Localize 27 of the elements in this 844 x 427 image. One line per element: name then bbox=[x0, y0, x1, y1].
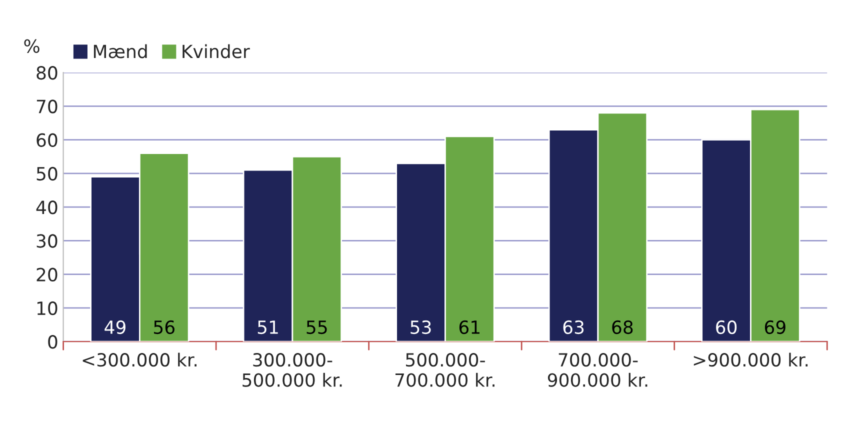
y-tick-label: 0 bbox=[48, 335, 58, 349]
x-tick-label: 300.000- 500.000 kr. bbox=[242, 353, 342, 387]
y-tick-label: 10 bbox=[37, 301, 58, 316]
y-tick-label: 40 bbox=[36, 200, 58, 214]
y-tick-label: 30 bbox=[36, 234, 58, 248]
x-tick-label: 500.000- 700.000 kr. bbox=[396, 353, 494, 387]
legend-label: Mænd bbox=[94, 44, 147, 58]
data-label: 56 bbox=[154, 320, 174, 334]
y-axis-title: % bbox=[24, 39, 40, 53]
legend-label: Kvinder bbox=[182, 44, 250, 58]
data-label: 49 bbox=[104, 320, 126, 334]
data-label: 51 bbox=[258, 320, 278, 334]
data-label: 55 bbox=[306, 320, 327, 334]
data-label: 53 bbox=[410, 320, 431, 334]
data-label: 63 bbox=[563, 320, 584, 334]
x-tick-label: <300.000 kr. bbox=[82, 352, 196, 367]
y-tick-label: 60 bbox=[36, 133, 58, 147]
x-tick-label: >900.000 kr. bbox=[694, 352, 808, 367]
y-tick-label: 80 bbox=[36, 66, 58, 80]
x-tick-label: 700.000- 900.000 kr. bbox=[548, 353, 648, 387]
y-tick-label: 50 bbox=[36, 166, 58, 181]
data-label: 61 bbox=[459, 320, 480, 334]
y-tick-label: 70 bbox=[36, 100, 58, 114]
data-label: 69 bbox=[764, 320, 786, 334]
data-label: 60 bbox=[716, 320, 737, 334]
y-tick-label: 20 bbox=[36, 268, 58, 282]
data-label: 68 bbox=[612, 320, 633, 334]
